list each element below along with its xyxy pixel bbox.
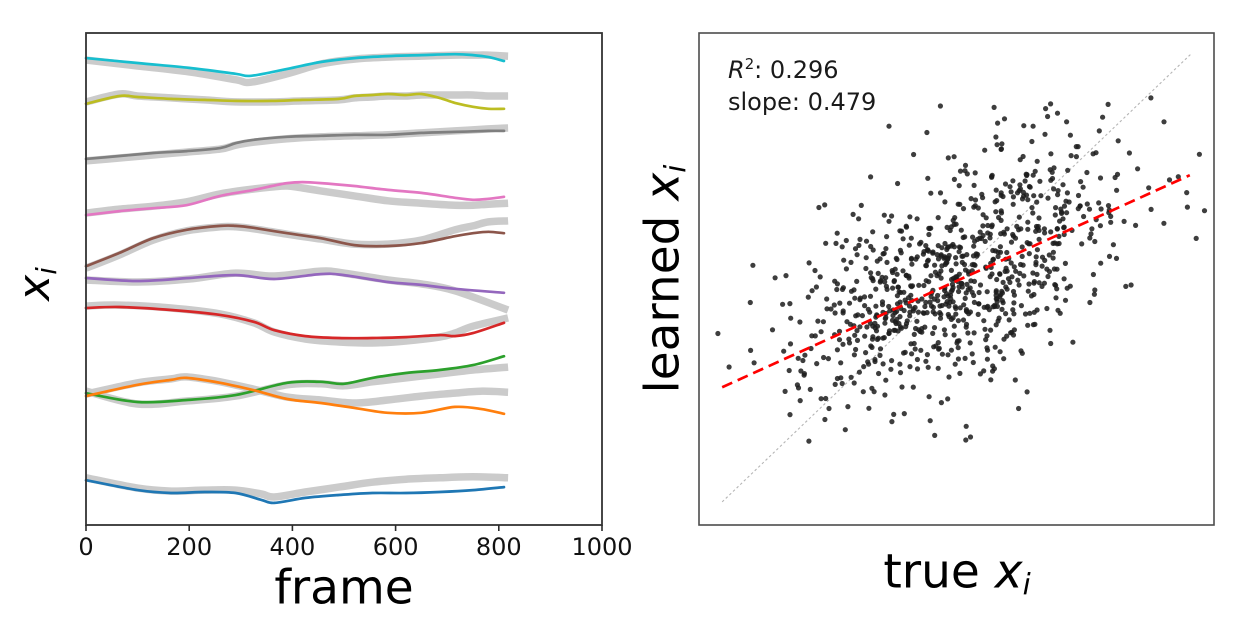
right-plot-ylabel: learned xi xyxy=(635,165,692,394)
x-tick-label: 400 xyxy=(269,533,316,561)
ylabel-variable: x xyxy=(635,172,691,201)
ylabel-variable: x xyxy=(9,274,61,301)
slope-text: slope: 0.479 xyxy=(728,88,877,116)
band-blue xyxy=(85,473,509,501)
band-pink xyxy=(85,182,509,217)
line-gray xyxy=(84,129,506,161)
x-tick-marks xyxy=(85,525,603,531)
line-orange xyxy=(84,376,506,416)
left-plot-ylabel: xi xyxy=(9,267,63,301)
line-blue xyxy=(84,478,506,505)
x-tick-label: 0 xyxy=(78,533,94,561)
axes-box-right xyxy=(698,32,1215,526)
xlabel-prefix: true xyxy=(883,544,995,600)
stats-annotation: R2: 0.296 slope: 0.479 xyxy=(728,48,876,118)
line-green xyxy=(84,354,506,404)
xlabel-variable: x xyxy=(994,544,1023,600)
line-purple xyxy=(84,272,506,295)
identity-line xyxy=(721,52,1193,503)
x-tick-label: 1000 xyxy=(571,533,633,561)
line-olive xyxy=(84,92,506,111)
trajectory-lines xyxy=(84,52,506,505)
axes-box-left xyxy=(85,32,603,526)
r-squared-text: R2: 0.296 xyxy=(728,55,839,84)
x-tick-label: 200 xyxy=(166,533,213,561)
x-tick-label: 800 xyxy=(475,533,522,561)
ylabel-prefix: learned xyxy=(635,200,691,394)
ylabel-subscript: i xyxy=(31,267,63,275)
line-red xyxy=(84,305,506,340)
x-tick-label: 600 xyxy=(372,533,419,561)
fit-line xyxy=(721,173,1191,389)
right-plot-xlabel: true xi xyxy=(883,544,1030,601)
line-pink xyxy=(84,180,506,217)
line-cyan xyxy=(84,52,506,78)
ylabel-subscript: i xyxy=(658,164,693,173)
band-red xyxy=(85,301,509,347)
xlabel-subscript: i xyxy=(1022,567,1031,602)
band-brown xyxy=(84,217,509,272)
left-plot-xlabel: frame xyxy=(274,560,414,616)
scatter-points xyxy=(715,95,1208,444)
line-brown xyxy=(84,224,506,268)
band-cyan xyxy=(85,51,509,87)
